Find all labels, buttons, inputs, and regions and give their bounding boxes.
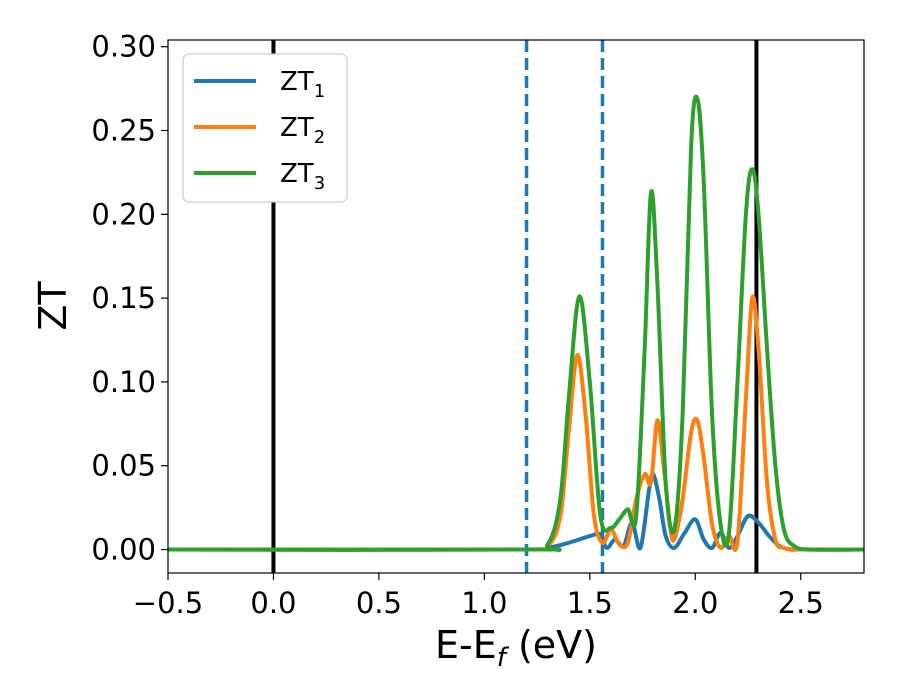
y-tick-label: 0.10 [91,365,156,399]
x-axis-title-main: E-E [435,623,497,667]
legend: ZT1 ZT2 ZT3 [182,53,348,203]
x-tick-label: 0.0 [250,586,296,620]
x-axis-ticks: −0.5 0.0 0.5 1.0 1.5 2.0 2.5 [133,573,824,620]
y-axis-ticks: 0.00 0.05 0.10 0.15 0.20 0.25 0.30 [91,30,168,567]
legend-label-zt3: ZT3 [280,159,325,194]
x-tick-label: 1.5 [567,586,613,620]
y-tick-label: 0.05 [91,449,156,483]
series-line-zt1 [168,471,864,552]
legend-label-zt1: ZT1 [280,67,325,102]
legend-label-zt2: ZT2 [280,113,325,148]
series-line-zt3 [168,94,864,552]
legend-box [182,53,348,203]
series-lines [168,94,864,552]
x-tick-label: 2.5 [778,586,824,620]
y-tick-label: 0.25 [91,114,156,148]
y-tick-label: 0.20 [91,197,156,231]
x-axis-title: E-Ef (eV) [435,623,597,673]
x-axis-title-suffix: (eV) [506,623,597,667]
y-axis-title: ZT [31,281,75,331]
x-tick-label: 2.0 [672,586,718,620]
y-tick-label: 0.15 [91,281,156,315]
y-tick-label: 0.00 [91,533,156,567]
x-tick-label: 1.0 [461,586,507,620]
plot-frame [167,39,865,574]
x-tick-label: −0.5 [133,586,203,620]
y-tick-label: 0.30 [91,30,156,64]
x-tick-label: 0.5 [356,586,402,620]
